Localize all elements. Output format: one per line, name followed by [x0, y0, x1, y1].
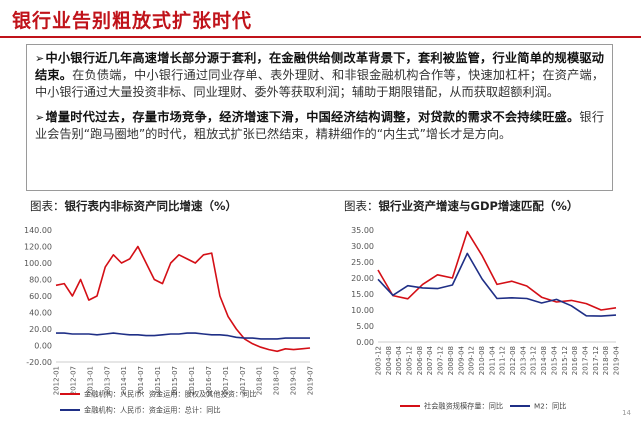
summary-2-headline: 增量时代过去，存量市场竞争，经济增速下滑，中国经济结构调整，对贷款的需求不会持续…: [45, 110, 580, 124]
x-tick-label: 2014-07: [137, 366, 145, 395]
x-tick-label: 2005-04: [395, 345, 403, 375]
y-tick-label: 10.00: [351, 306, 374, 315]
y-tick-label: 5.00: [356, 322, 374, 331]
series-line-1: [377, 230, 617, 311]
y-tick-label: 120.00: [24, 243, 52, 252]
series-line-2: [56, 332, 310, 340]
x-tick-label: 2008-08: [447, 346, 455, 375]
summary-2-body: 银行业会告别“跑马圈地”的时代，粗放式扩张已然结束，精耕细作的“内生式”增长才是…: [35, 110, 605, 141]
x-tick-label: 2013-07: [103, 366, 111, 395]
legend-label-2: M2：同比: [534, 402, 566, 411]
y-tick-label: 100.00: [24, 259, 52, 268]
arrow-bullet-icon: ➢: [35, 111, 45, 124]
y-tick-label: 25.00: [351, 258, 374, 267]
summary-paragraph-1: ➢中小银行近几年高速增长部分源于套利，在金融供给侧改革背景下，套利被监管，行业简…: [35, 50, 604, 101]
x-tick-label: 2011-04: [488, 345, 496, 375]
summary-paragraph-2: ➢增量时代过去，存量市场竞争，经济增速下滑，中国经济结构调整，对贷款的需求不会持…: [35, 109, 604, 143]
chart-1-caption: 图表：银行表内非标资产同比增速（%）: [30, 198, 237, 214]
x-tick-label: 2018-07: [273, 366, 281, 395]
x-tick-label: 2017-01: [222, 366, 230, 395]
chart-2-assets-vs-gdp: 0.00 5.00 10.00 15.00 20.00 25.00 30.00 35.00 20…: [351, 226, 621, 411]
y-tick-label: -20.00: [26, 358, 52, 367]
x-tick-label: 2018-01: [256, 366, 264, 395]
x-tick-label: 2017-04: [581, 345, 589, 375]
x-tick-label: 2010-08: [478, 346, 486, 375]
x-tick-label: 2007-12: [437, 346, 445, 375]
y-tick-label: 15.00: [351, 290, 374, 299]
x-tick-label: 2019-07: [307, 366, 315, 395]
y-tick-label: 20.00: [29, 325, 52, 334]
x-tick-label: 2011-12: [499, 346, 507, 375]
x-tick-label: 2003-12: [375, 346, 383, 375]
arrow-bullet-icon: ➢: [35, 52, 45, 65]
y-tick-label: 80.00: [29, 276, 52, 285]
x-tick-label: 2017-07: [239, 366, 247, 395]
chart-1-nonstandard-assets: -20.00 0.00 20.00 40.00 60.00 80.00 100.00 120.…: [24, 226, 315, 415]
x-tick-label: 2015-01: [154, 366, 162, 395]
y-tick-label: 0.00: [356, 338, 374, 347]
y-tick-label: 40.00: [29, 309, 52, 318]
legend-label-1: 金融机构：人民币：资金运用：股权及其他投资：同比: [84, 390, 257, 399]
x-tick-label: 2015-04: [550, 345, 558, 375]
chart-2-caption-prefix: 图表：: [344, 199, 379, 213]
x-tick-label: 2016-07: [205, 366, 213, 395]
y-tick-label: 60.00: [29, 292, 52, 301]
summary-box: ➢中小银行近几年高速增长部分源于套利，在金融供给侧改革背景下，套利被监管，行业简…: [26, 44, 613, 191]
y-tick-label: 20.00: [351, 274, 374, 283]
x-tick-label: 2016-08: [571, 346, 579, 375]
x-tick-label: 2018-08: [602, 346, 610, 375]
x-tick-label: 2009-04: [457, 345, 465, 375]
chart-1-caption-prefix: 图表：: [30, 199, 65, 213]
x-tick-label: 2014-01: [120, 366, 128, 395]
legend-label-1: 社会融资规模存量：同比: [424, 402, 503, 411]
page-title: 银行业告别粗放式扩张时代: [12, 10, 253, 32]
chart-1-title: 银行表内非标资产同比增速（%）: [64, 199, 238, 213]
x-tick-label: 2009-12: [468, 346, 476, 375]
x-tick-label: 2015-12: [561, 346, 569, 375]
x-tick-label: 2012-07: [69, 366, 77, 395]
series-line-1: [55, 245, 311, 353]
y-tick-label: 140.00: [24, 226, 52, 235]
summary-1-body: 在负债端，中小银行通过同业存单、表外理财、和非银金融机构合作等，快速加杠杆；在资…: [35, 68, 605, 99]
chart-2-title: 银行业资产增速与GDP增速匹配（%）: [378, 199, 579, 213]
x-tick-label: 2004-08: [385, 346, 393, 375]
series-line-2: [377, 252, 617, 317]
legend-label-2: 金融机构：人民币：资金运用：总计：同比: [84, 406, 221, 415]
chart-2-caption: 图表：银行业资产增速与GDP增速匹配（%）: [344, 198, 578, 214]
x-tick-label: 2015-07: [171, 366, 179, 395]
x-tick-label: 2007-04: [426, 345, 434, 375]
x-tick-label: 2012-01: [53, 366, 61, 395]
title-divider: [0, 36, 641, 38]
x-tick-label: 2017-12: [592, 346, 600, 375]
y-tick-label: 30.00: [351, 242, 374, 251]
x-tick-label: 2006-08: [416, 346, 424, 375]
x-tick-label: 2019-01: [290, 366, 298, 395]
y-tick-label: 0.00: [34, 342, 52, 351]
x-tick-label: 2013-01: [86, 366, 94, 395]
x-tick-label: 2019-04: [613, 345, 621, 375]
summary-1-headline: 中小银行近几年高速增长部分源于套利，在金融供给侧改革背景下，套利被监管，行业简单…: [35, 51, 604, 82]
y-tick-label: 35.00: [351, 226, 374, 235]
x-tick-label: 2013-04: [519, 345, 527, 375]
x-tick-label: 2005-12: [406, 346, 414, 375]
x-tick-label: 2013-12: [530, 346, 538, 375]
x-tick-label: 2012-08: [509, 346, 517, 375]
x-tick-label: 2014-08: [540, 346, 548, 375]
x-tick-label: 2016-01: [188, 366, 196, 395]
page-number: 14: [622, 409, 631, 417]
